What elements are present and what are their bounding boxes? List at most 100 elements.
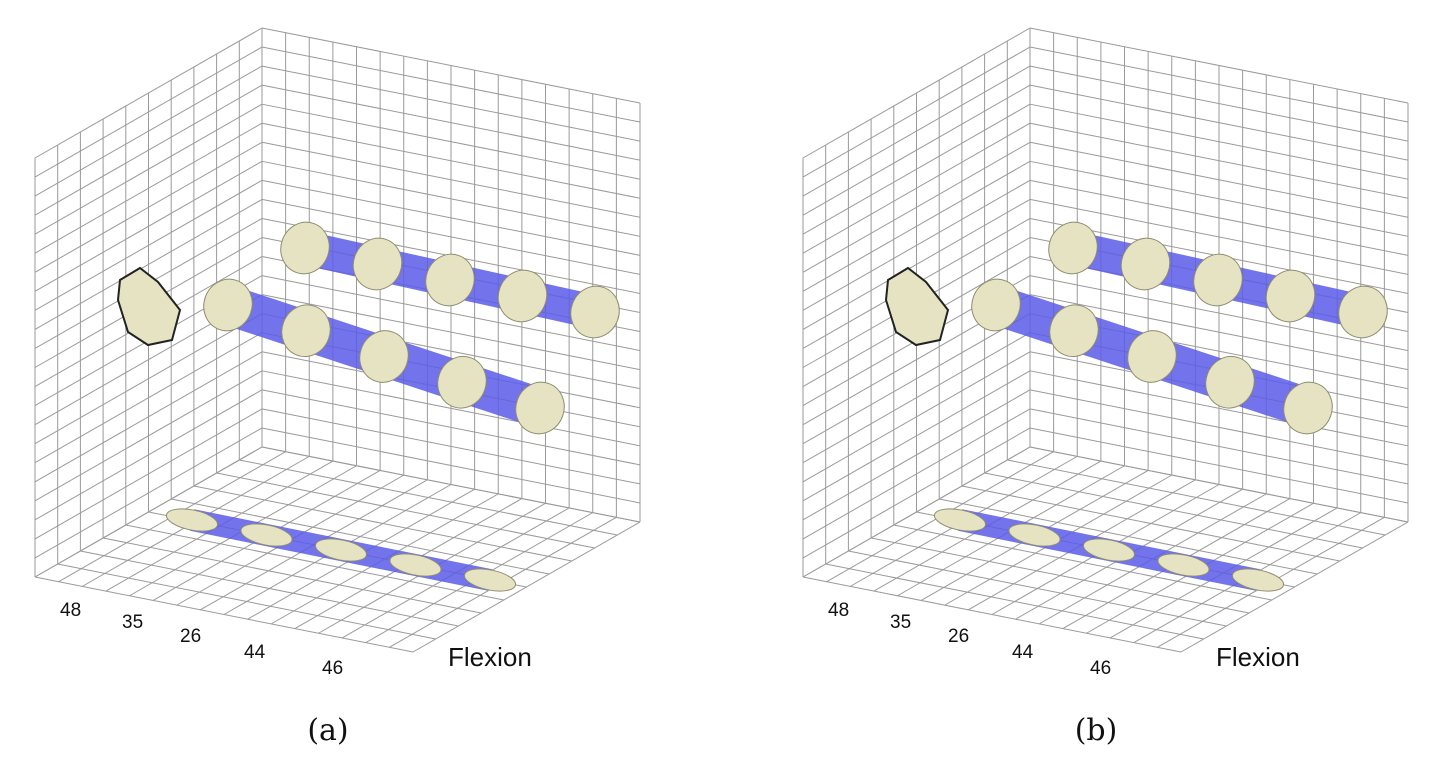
blob	[280, 221, 330, 275]
blob	[165, 508, 219, 532]
grid-line	[1029, 122, 1409, 199]
blob	[425, 253, 475, 307]
grid-line	[1029, 65, 1409, 142]
grid-line	[34, 370, 263, 502]
tick-label: 48	[828, 600, 849, 621]
blob	[1157, 553, 1210, 577]
grid-line	[802, 65, 1031, 197]
grid-line	[261, 160, 641, 237]
panel: 48 35 26 44 46 Flexion (a)	[34, 27, 641, 748]
grid-line	[802, 46, 1031, 178]
blob	[352, 237, 403, 291]
tick-label: 44	[244, 642, 266, 663]
grid-line	[34, 408, 263, 540]
grid-line	[261, 27, 641, 104]
grid-line	[1029, 84, 1409, 161]
grid-line	[802, 389, 1031, 521]
tick-label: 35	[890, 612, 911, 633]
blob	[359, 330, 409, 383]
grid-line	[261, 46, 641, 123]
grid-line	[261, 389, 641, 466]
grid-line	[1180, 521, 1409, 653]
grid-line	[1029, 198, 1409, 275]
grid-line	[802, 427, 1031, 559]
grid-line	[1029, 103, 1409, 180]
grid-line	[34, 84, 263, 216]
grid	[34, 27, 641, 653]
grid-line	[1029, 408, 1409, 485]
blob	[1205, 355, 1255, 409]
panel: 48 35 26 44 46 Flexion (b)	[802, 27, 1409, 748]
grid-line	[802, 408, 1031, 540]
blob	[281, 304, 331, 358]
grid-line	[802, 446, 1031, 578]
grid-line	[1029, 27, 1409, 104]
grid-line	[34, 141, 263, 273]
blob	[1265, 269, 1316, 323]
blob	[1338, 285, 1388, 339]
tick-label: 46	[1090, 658, 1111, 679]
tick-label: 26	[180, 626, 201, 647]
blob	[1127, 330, 1177, 383]
blob	[1193, 253, 1243, 307]
tick-label: 26	[948, 626, 969, 647]
blob	[240, 523, 293, 547]
grid-line	[34, 65, 263, 197]
blob	[515, 381, 565, 435]
grid-line	[34, 332, 263, 464]
grid-line	[412, 521, 641, 653]
grid-line	[802, 141, 1031, 273]
axis-label: Flexion	[1216, 642, 1300, 672]
grid-line	[261, 65, 641, 142]
grid-line	[802, 160, 1031, 292]
tick-label: 44	[1012, 642, 1034, 663]
cluster	[884, 266, 950, 347]
blob	[437, 355, 487, 409]
grid-line	[1029, 389, 1409, 466]
blob	[389, 553, 442, 577]
grid-line	[261, 275, 641, 352]
grid-line	[261, 103, 641, 180]
grid-line	[34, 179, 263, 311]
blob	[1008, 523, 1061, 547]
grid-line	[802, 198, 1031, 330]
grid-line	[802, 351, 1031, 483]
grid-line	[1029, 275, 1409, 352]
grid-line	[34, 351, 263, 483]
blob	[1082, 538, 1136, 562]
grid-line	[802, 370, 1031, 502]
blob	[1049, 304, 1099, 358]
grid-line	[261, 141, 641, 218]
blob	[971, 278, 1021, 332]
grid-line	[261, 84, 641, 161]
grid-line	[802, 122, 1031, 254]
blob	[570, 285, 620, 339]
grid-line	[34, 160, 263, 292]
grid-line	[1029, 427, 1409, 504]
tick-label: 46	[322, 658, 343, 679]
cluster	[116, 266, 182, 347]
caption: (a)	[307, 713, 348, 748]
grid-line	[34, 389, 263, 521]
axis-label: Flexion	[448, 642, 532, 672]
grid-line	[34, 446, 263, 578]
grid-line	[261, 408, 641, 485]
grid-line	[34, 103, 263, 235]
grid-line	[1029, 46, 1409, 123]
blob	[314, 538, 368, 562]
blob	[1283, 381, 1333, 435]
tick-label: 35	[122, 612, 143, 633]
grid-line	[802, 103, 1031, 235]
blob	[497, 269, 548, 323]
grid-line	[34, 313, 263, 445]
blob	[1048, 221, 1098, 275]
grid-line	[1029, 160, 1409, 237]
blob	[203, 278, 253, 332]
grid-line	[802, 179, 1031, 311]
grid-line	[802, 332, 1031, 464]
grid-line	[1029, 370, 1409, 447]
grid-line	[34, 198, 263, 330]
grid-line	[1029, 141, 1409, 218]
grid-line	[1029, 179, 1409, 256]
